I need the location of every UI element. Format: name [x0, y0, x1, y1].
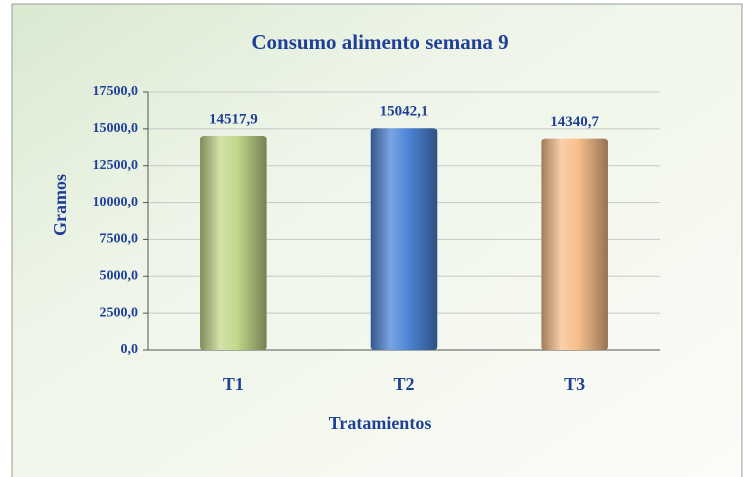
y-tick-label: 15000,0: [93, 121, 139, 136]
value-label: 15042,1: [380, 104, 429, 120]
x-tick-label: T2: [393, 374, 414, 394]
bar: [541, 138, 608, 350]
value-label: 14517,9: [209, 111, 258, 127]
y-tick-label: 17500,0: [93, 84, 139, 99]
chart-title: Consumo alimento semana 9: [251, 30, 508, 54]
x-axis-title: Tratamientos: [329, 413, 432, 433]
y-tick-label: 0,0: [121, 342, 139, 357]
y-tick-label: 2500,0: [100, 305, 139, 320]
y-tick-label: 5000,0: [100, 269, 139, 284]
value-label: 14340,7: [550, 114, 599, 130]
y-axis-title: Gramos: [50, 174, 70, 236]
y-tick-label: 10000,0: [93, 195, 139, 210]
bar: [370, 128, 438, 350]
y-tick-label: 7500,0: [100, 232, 139, 247]
x-tick-label: T3: [564, 374, 585, 394]
bar: [200, 135, 267, 350]
y-tick-label: 12500,0: [93, 158, 139, 173]
x-tick-label: T1: [223, 374, 244, 394]
